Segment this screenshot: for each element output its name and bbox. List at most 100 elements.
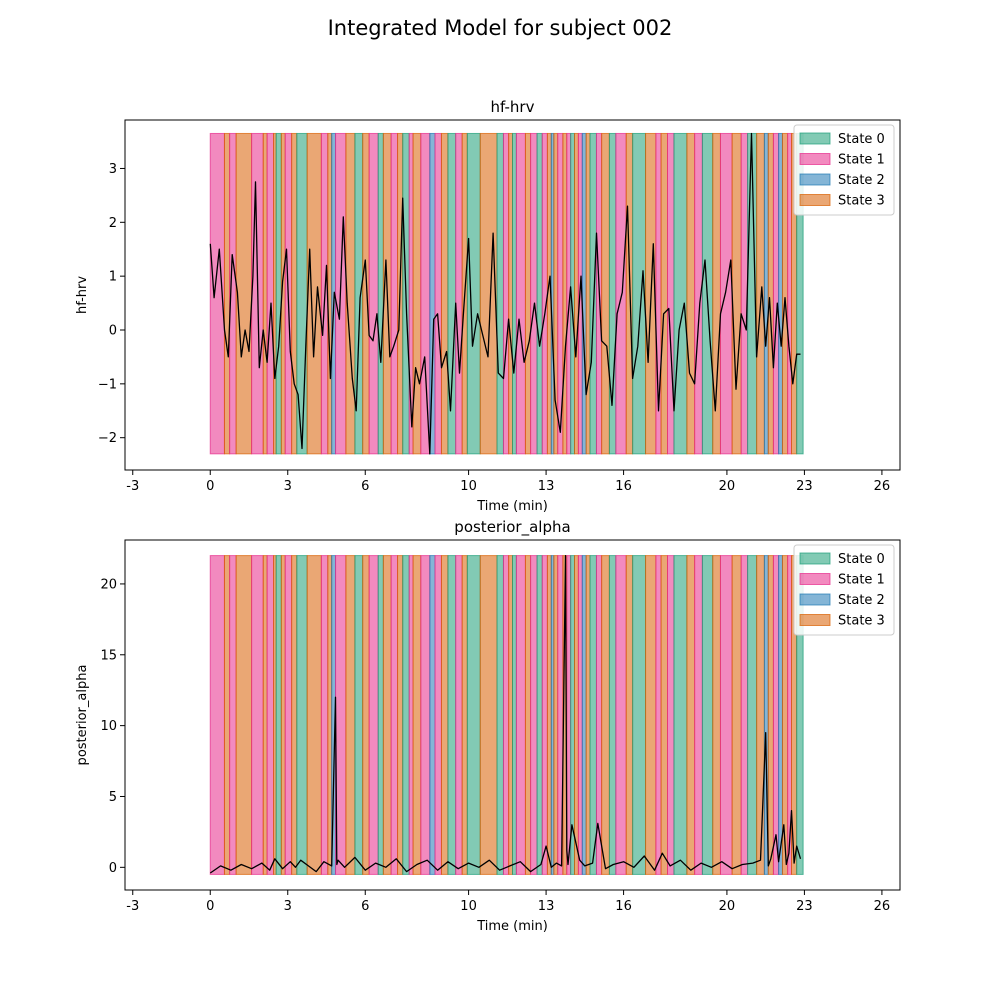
panel-1-state-band-61 <box>608 132 617 455</box>
panel-2-state-band-27 <box>408 555 414 875</box>
panel-2-state-band-42 <box>515 555 526 875</box>
panel-1-state-band-58 <box>589 132 597 455</box>
panel-1-state-band-79 <box>763 132 769 455</box>
panel-2-legend-swatch-3 <box>799 614 831 626</box>
panel-2-state-band-12 <box>296 555 308 875</box>
panel-1-x-tick-label-8: 23 <box>796 479 813 494</box>
panel-1-state-band-54 <box>574 132 579 455</box>
panel-2-state-band-10 <box>284 555 293 875</box>
panel-2-state-band-3 <box>235 555 253 875</box>
panel-1-state-band-34 <box>455 132 463 455</box>
panel-1-state-band-83 <box>781 132 789 455</box>
panel-1-state-band-32 <box>440 132 449 455</box>
panel-2-state-band-5 <box>262 555 268 875</box>
panel-2-x-tick-label-3: 6 <box>361 899 369 914</box>
panel-2-signal-line <box>209 554 802 874</box>
panel-2-state-band-4 <box>251 555 264 875</box>
panel-2-state-band-81 <box>772 555 780 875</box>
panel-2-x-tick-label-1: 0 <box>206 899 214 914</box>
panel-2-state-band-47 <box>546 555 552 875</box>
panel-2-state-band-49 <box>553 555 559 875</box>
panel-2-axes-frame <box>124 539 901 891</box>
panel-1-axes-frame <box>124 119 901 471</box>
panel-2-state-band-58 <box>589 555 597 875</box>
panel-1-state-band-56 <box>581 132 587 455</box>
panel-1-state-band-42 <box>515 132 526 455</box>
panel-2-state-band-68 <box>667 555 675 875</box>
panel-2-legend-label-1: State 1 <box>838 573 885 588</box>
panel-2-state-band-41 <box>512 555 517 875</box>
panel-2-y-tick-label-1: 5 <box>109 790 117 805</box>
panel-2-y-tick-label-4: 20 <box>100 577 117 592</box>
panel-2-x-tick-label-2: 3 <box>284 899 292 914</box>
panel-1-state-band-70 <box>686 132 696 455</box>
panel-1-state-band-45 <box>536 132 543 455</box>
panel-1-state-band-1 <box>223 132 231 455</box>
panel-1-state-band-37 <box>479 132 498 455</box>
panel-2-state-band-74 <box>719 555 733 875</box>
panel-1-y-tick-label-3: 1 <box>109 270 117 285</box>
panel-1-state-band-31 <box>434 132 442 455</box>
panel-1-x-tick-label-6: 16 <box>615 479 632 494</box>
panel-2-state-band-82 <box>778 555 783 875</box>
panel-2-state-band-9 <box>280 555 286 875</box>
panel-2-state-band-67 <box>660 555 669 875</box>
panel-1-x-tick-label-7: 20 <box>719 479 736 494</box>
panel-2-legend-swatch-2 <box>799 593 831 606</box>
panel-2-legend-label-3: State 3 <box>838 614 885 629</box>
panel-1-x-tick-label-0: -3 <box>126 479 139 494</box>
panel-2-state-band-72 <box>701 555 714 875</box>
panel-2-state-band-38 <box>496 555 504 875</box>
panel-2-state-band-80 <box>767 555 774 875</box>
panel-1-state-band-24 <box>390 132 399 455</box>
panel-2-state-band-64 <box>632 555 647 875</box>
panel-2-state-band-57 <box>585 555 591 875</box>
panel-2-state-band-78 <box>756 555 765 875</box>
panel-1-state-band-8 <box>275 132 282 455</box>
panel-1-state-band-46 <box>541 132 548 455</box>
panel-1-x-tick-label-2: 3 <box>284 479 292 494</box>
panel-2-state-band-26 <box>402 555 410 875</box>
panel-1-legend-swatch-3 <box>799 194 831 206</box>
panel-1-state-band-39 <box>502 132 510 455</box>
panel-1-state-band-69 <box>673 132 688 455</box>
panel-1-state-band-63 <box>625 132 634 455</box>
panel-2-state-band-54 <box>574 555 579 875</box>
panel-2-state-band-23 <box>382 555 392 875</box>
panel-2-state-band-32 <box>440 555 449 875</box>
panel-1-legend-swatch-2 <box>799 173 831 186</box>
panel-2-legend-swatch-1 <box>799 573 831 585</box>
panel-2-x-tick-label-6: 16 <box>615 899 632 914</box>
panel-1-state-band-33 <box>447 132 457 455</box>
panel-1-state-band-29 <box>420 132 431 455</box>
panel-2-state-band-69 <box>673 555 688 875</box>
panel-1-state-band-6 <box>266 132 275 455</box>
panel-1-state-band-11 <box>291 132 298 455</box>
figure-suptitle: Integrated Model for subject 002 <box>327 16 673 40</box>
panel-2-state-band-8 <box>275 555 282 875</box>
panel-2-state-band-35 <box>461 555 468 875</box>
panel-2-legend-box <box>793 544 895 636</box>
panel-2-state-band-6 <box>266 555 275 875</box>
panel-2-state-band-65 <box>645 555 657 875</box>
panel-2-state-band-19 <box>354 555 364 875</box>
panel-1-state-band-51 <box>562 132 568 455</box>
panel-2-x-axis-label: Time (min) <box>476 919 548 934</box>
panel-2-state-band-70 <box>686 555 696 875</box>
panel-2-state-band-20 <box>362 555 370 875</box>
panel-1-legend-label-2: State 2 <box>838 173 885 188</box>
panel-1-y-tick-label-5: 3 <box>109 162 117 177</box>
panel-2-state-band-63 <box>625 555 634 875</box>
panel-1-state-band-22 <box>377 132 384 455</box>
panel-1-state-band-28 <box>412 132 422 455</box>
panel-2-state-band-18 <box>345 555 356 875</box>
panel-1-y-tick-label-2: 0 <box>109 324 117 339</box>
panel-2-state-band-34 <box>455 555 463 875</box>
panel-1-state-band-78 <box>756 132 765 455</box>
panel-2-state-band-46 <box>541 555 548 875</box>
panel-2-state-band-29 <box>420 555 431 875</box>
panel-1-state-band-43 <box>524 132 532 455</box>
panel-1-state-band-21 <box>368 132 379 455</box>
